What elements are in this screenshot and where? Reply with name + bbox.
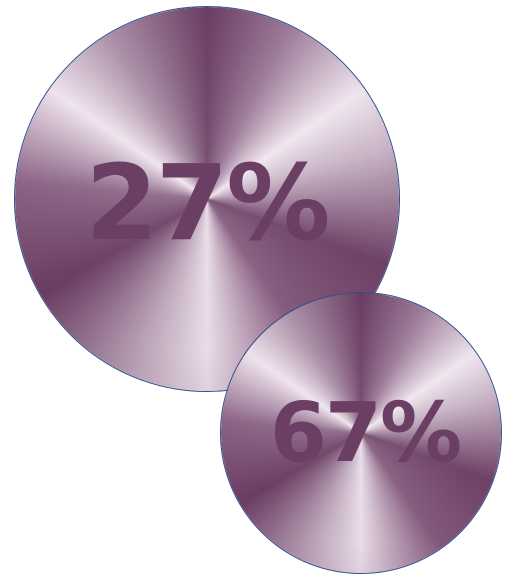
stat-value-large: 27% xyxy=(85,142,331,264)
stat-circle-small: 67% xyxy=(220,292,502,574)
stat-value-small: 67% xyxy=(269,386,462,481)
circle-gradient-fill xyxy=(221,293,501,573)
